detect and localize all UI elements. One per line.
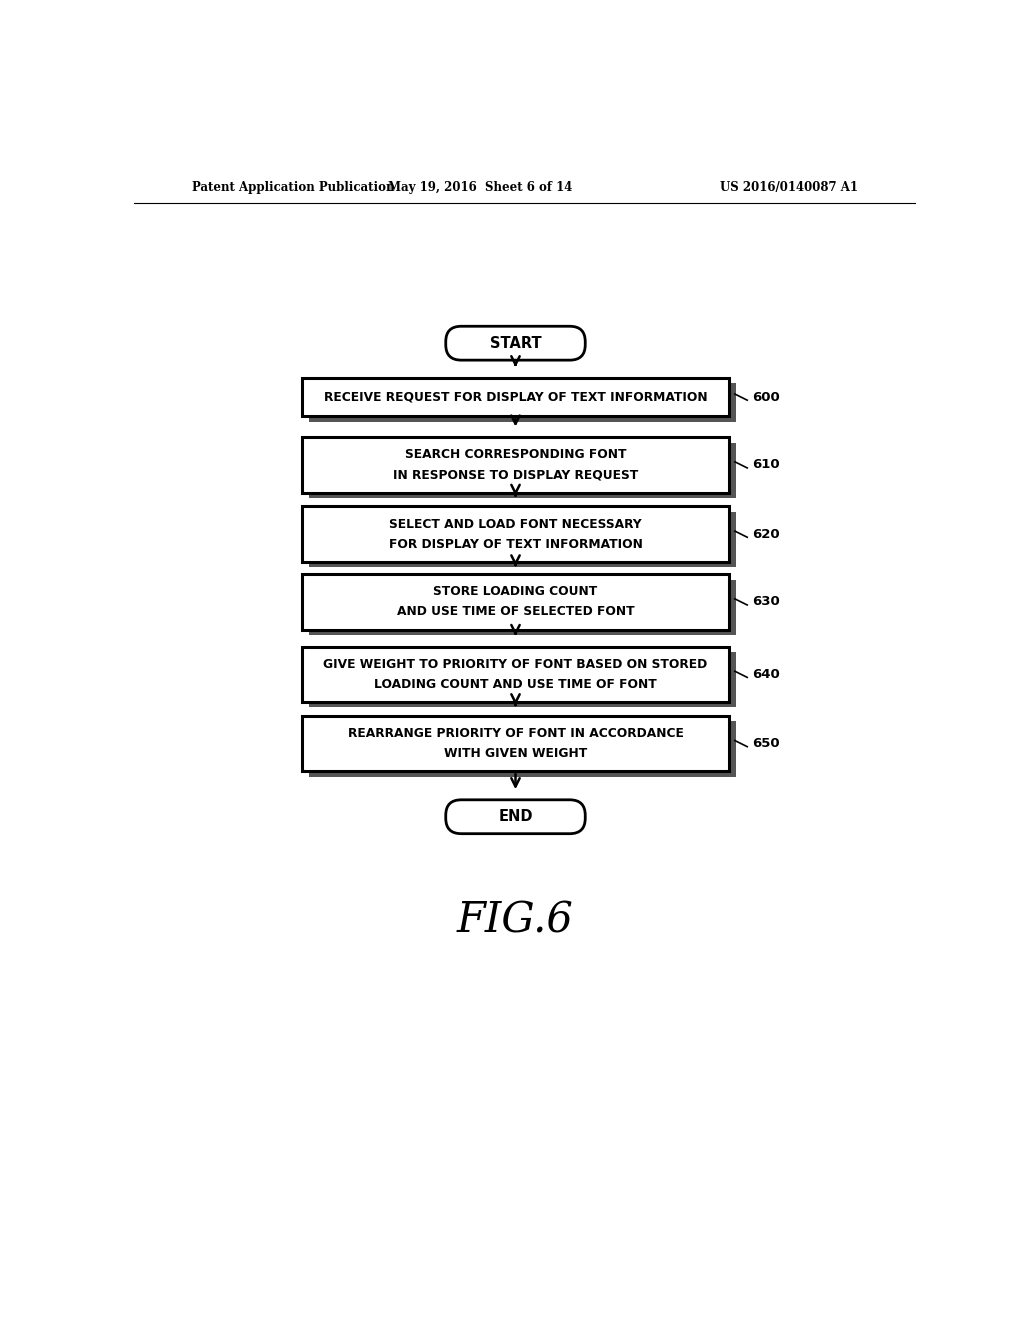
Text: US 2016/0140087 A1: US 2016/0140087 A1 xyxy=(720,181,858,194)
Text: GIVE WEIGHT TO PRIORITY OF FONT BASED ON STORED: GIVE WEIGHT TO PRIORITY OF FONT BASED ON… xyxy=(324,657,708,671)
Text: 640: 640 xyxy=(752,668,779,681)
Text: END: END xyxy=(499,809,532,824)
FancyBboxPatch shape xyxy=(309,721,735,776)
FancyBboxPatch shape xyxy=(302,574,729,630)
FancyBboxPatch shape xyxy=(445,326,586,360)
Text: REARRANGE PRIORITY OF FONT IN ACCORDANCE: REARRANGE PRIORITY OF FONT IN ACCORDANCE xyxy=(347,727,683,741)
Text: AND USE TIME OF SELECTED FONT: AND USE TIME OF SELECTED FONT xyxy=(396,606,634,619)
Text: 610: 610 xyxy=(752,458,779,471)
Text: RECEIVE REQUEST FOR DISPLAY OF TEXT INFORMATION: RECEIVE REQUEST FOR DISPLAY OF TEXT INFO… xyxy=(324,391,708,404)
FancyBboxPatch shape xyxy=(302,437,729,492)
Text: LOADING COUNT AND USE TIME OF FONT: LOADING COUNT AND USE TIME OF FONT xyxy=(374,677,656,690)
FancyBboxPatch shape xyxy=(309,383,735,422)
Text: STORE LOADING COUNT: STORE LOADING COUNT xyxy=(433,585,598,598)
Text: Patent Application Publication: Patent Application Publication xyxy=(191,181,394,194)
Text: 630: 630 xyxy=(752,595,779,609)
Text: SELECT AND LOAD FONT NECESSARY: SELECT AND LOAD FONT NECESSARY xyxy=(389,517,642,531)
Text: 600: 600 xyxy=(752,391,779,404)
FancyBboxPatch shape xyxy=(302,647,729,702)
Text: START: START xyxy=(489,335,542,351)
Text: SEARCH CORRESPONDING FONT: SEARCH CORRESPONDING FONT xyxy=(404,449,627,462)
FancyBboxPatch shape xyxy=(302,715,729,771)
Text: FIG.6: FIG.6 xyxy=(457,900,573,941)
Text: IN RESPONSE TO DISPLAY REQUEST: IN RESPONSE TO DISPLAY REQUEST xyxy=(393,469,638,482)
FancyBboxPatch shape xyxy=(309,442,735,498)
FancyBboxPatch shape xyxy=(309,579,735,635)
FancyBboxPatch shape xyxy=(302,507,729,562)
FancyBboxPatch shape xyxy=(309,512,735,568)
Text: 650: 650 xyxy=(752,737,779,750)
Text: FOR DISPLAY OF TEXT INFORMATION: FOR DISPLAY OF TEXT INFORMATION xyxy=(388,537,642,550)
FancyBboxPatch shape xyxy=(445,800,586,834)
Text: May 19, 2016  Sheet 6 of 14: May 19, 2016 Sheet 6 of 14 xyxy=(388,181,572,194)
FancyBboxPatch shape xyxy=(302,378,729,416)
Text: WITH GIVEN WEIGHT: WITH GIVEN WEIGHT xyxy=(443,747,587,760)
FancyBboxPatch shape xyxy=(309,652,735,708)
Text: 620: 620 xyxy=(752,528,779,541)
